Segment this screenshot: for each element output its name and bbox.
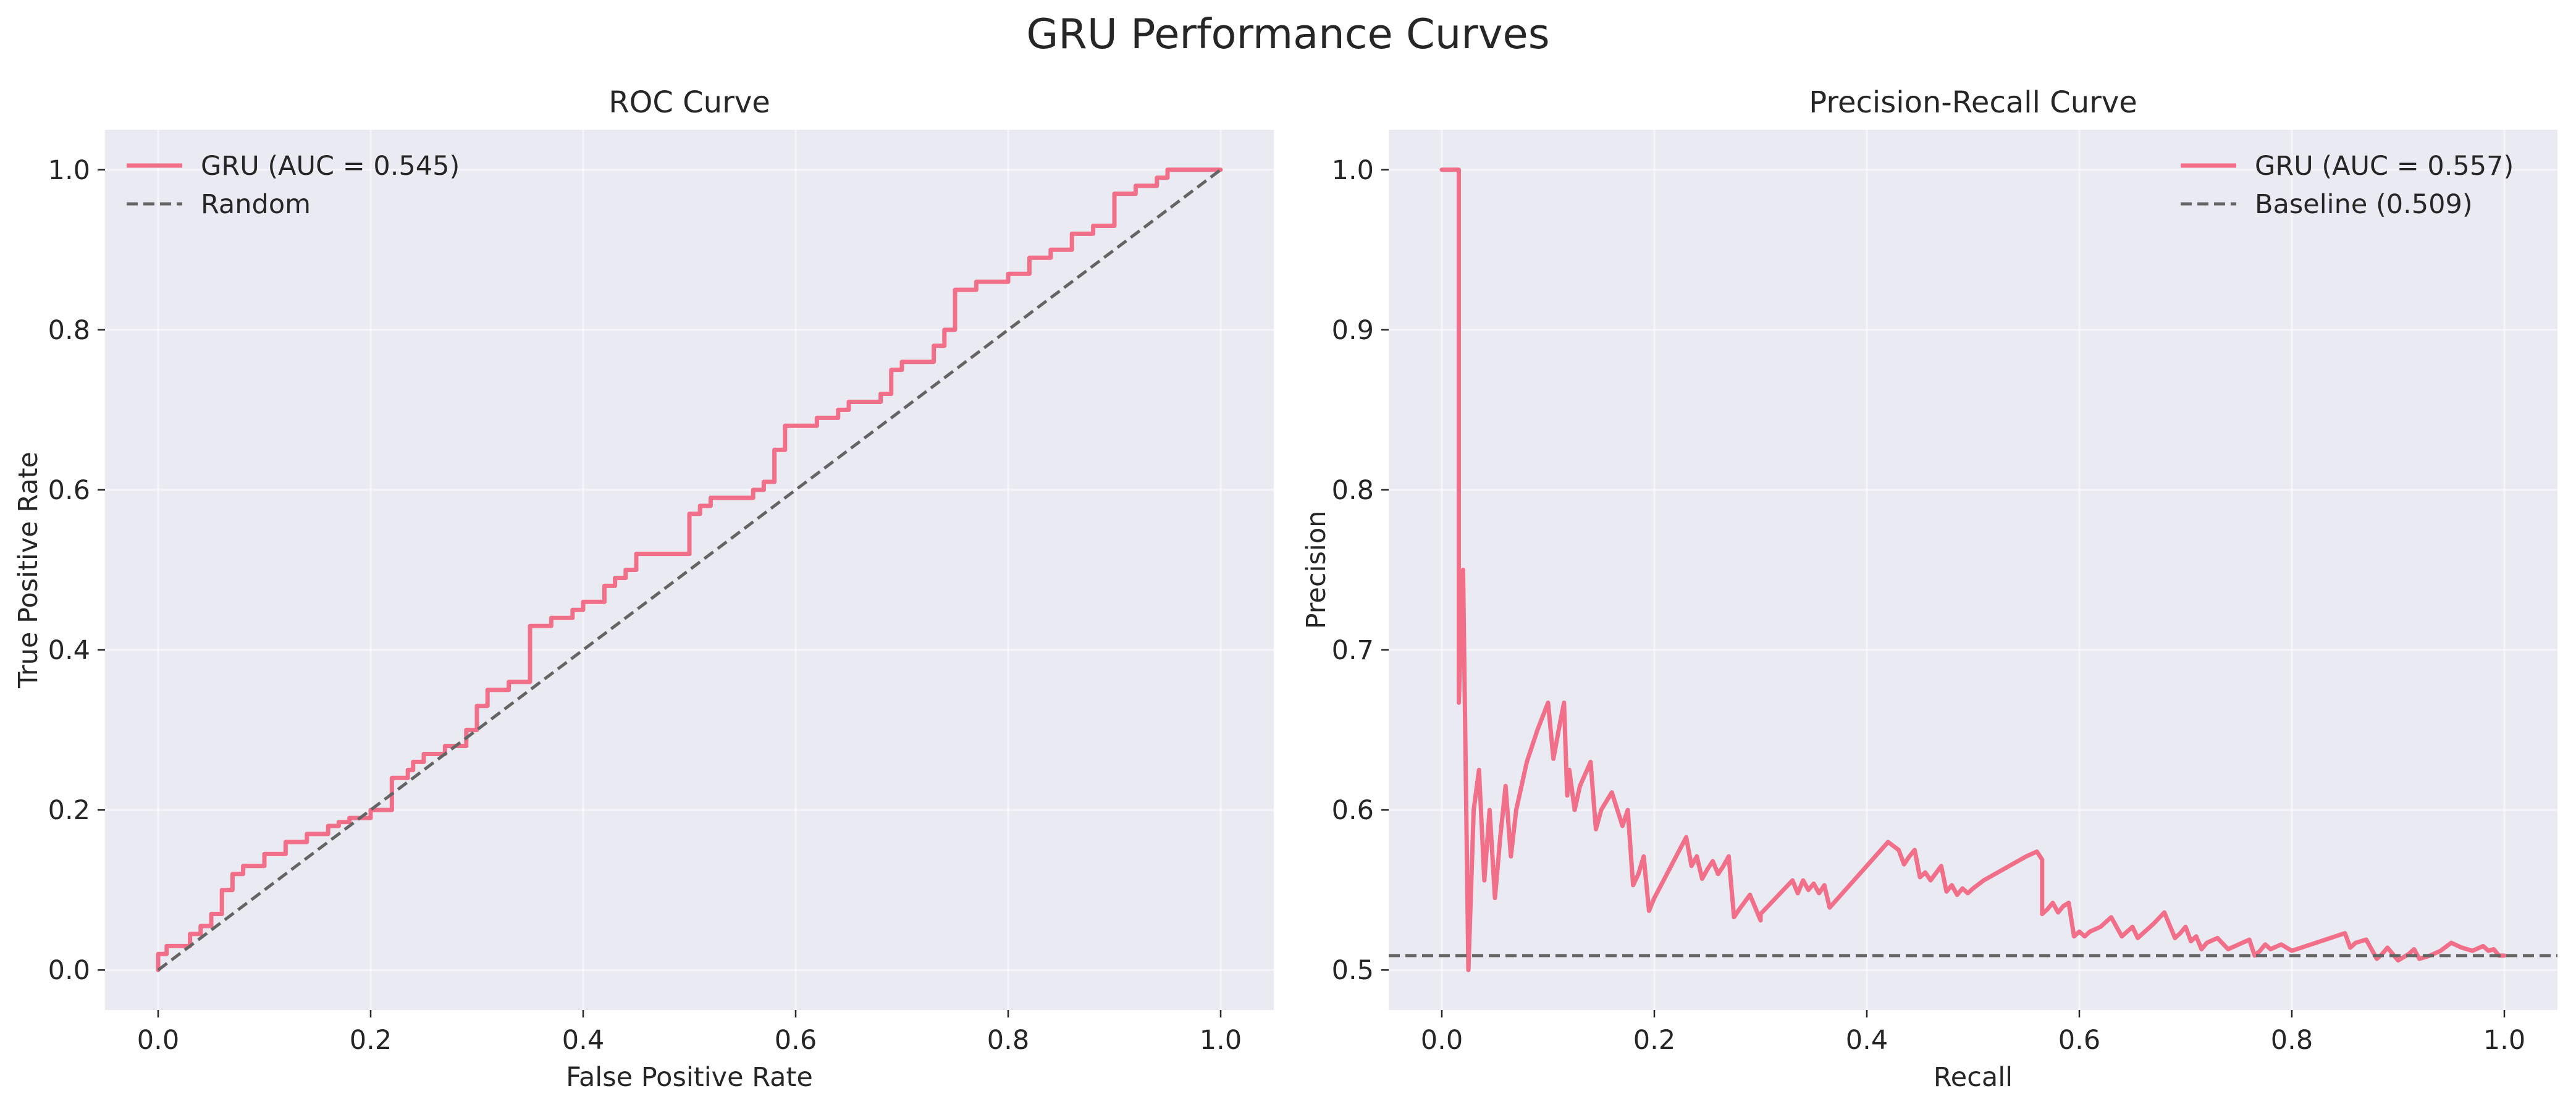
pr-x-tick-label: 0.6 bbox=[2058, 1025, 2100, 1056]
roc-legend-label: Random bbox=[201, 189, 311, 220]
pr-y-axis-label: Precision bbox=[1301, 511, 1332, 630]
pr-y-tick-label: 0.5 bbox=[1332, 955, 1374, 986]
pr-x-tick-label: 0.8 bbox=[2271, 1025, 2313, 1056]
pr-series-curve bbox=[1439, 167, 2507, 972]
pr-y-tick-label: 0.7 bbox=[1332, 635, 1374, 666]
pr-y-tick-label: 0.6 bbox=[1332, 795, 1374, 826]
roc-x-tick-label: 0.8 bbox=[987, 1025, 1029, 1056]
pr-y-tick-label: 0.8 bbox=[1332, 475, 1374, 506]
roc-series-reference-line bbox=[157, 168, 1222, 972]
roc-x-tick-label: 1.0 bbox=[1200, 1025, 1242, 1056]
pr-legend-label: GRU (AUC = 0.557) bbox=[2255, 151, 2514, 182]
roc-series-group bbox=[156, 167, 1223, 972]
pr-legend-label: Baseline (0.509) bbox=[2255, 189, 2473, 220]
pr-x-tick-label: 0.4 bbox=[1846, 1025, 1888, 1056]
roc-chart-title: ROC Curve bbox=[608, 85, 770, 120]
pr-y-tick-label: 1.0 bbox=[1332, 155, 1374, 186]
roc-y-tick-label: 0.4 bbox=[48, 635, 90, 666]
figure-title: GRU Performance Curves bbox=[1026, 10, 1549, 58]
roc-x-axis-label: False Positive Rate bbox=[566, 1062, 813, 1093]
pr-x-tick-label: 0.0 bbox=[1421, 1025, 1463, 1056]
roc-legend: GRU (AUC = 0.545) Random bbox=[127, 151, 460, 220]
pr-grid bbox=[1389, 130, 2557, 1010]
roc-legend-label: GRU (AUC = 0.545) bbox=[201, 151, 460, 182]
roc-x-tick-label: 0.6 bbox=[775, 1025, 817, 1056]
roc-x-tick-label: 0.4 bbox=[562, 1025, 604, 1056]
pr-legend: GRU (AUC = 0.557) Baseline (0.509) bbox=[2181, 151, 2514, 220]
pr-x-tick-label: 0.2 bbox=[1633, 1025, 1675, 1056]
pr-series-group bbox=[1389, 167, 2557, 972]
roc-y-axis-label: True Positive Rate bbox=[13, 452, 44, 689]
roc-x-tick-label: 0.2 bbox=[350, 1025, 392, 1056]
roc-x-tick-label: 0.0 bbox=[137, 1025, 179, 1056]
pr-y-tick-label: 0.9 bbox=[1332, 315, 1374, 346]
roc-y-tick-label: 0.8 bbox=[48, 315, 90, 346]
pr-x-tick-label: 1.0 bbox=[2483, 1025, 2525, 1056]
pr-panel: 0.0 0.2 0.4 0.6 0.8 1.0 0.5 0.6 0.7 0.8 0.9 1.0 Prec… bbox=[1301, 85, 2557, 1093]
pr-chart-title: Precision-Recall Curve bbox=[1809, 85, 2137, 120]
pr-plot-area bbox=[1389, 130, 2557, 1010]
roc-y-tick-label: 0.0 bbox=[48, 955, 90, 986]
roc-y-tick-label: 0.2 bbox=[48, 795, 90, 826]
pr-x-axis-label: Recall bbox=[1934, 1062, 2013, 1093]
roc-series-curve bbox=[156, 167, 1223, 972]
roc-y-tick-label: 1.0 bbox=[48, 155, 90, 186]
roc-y-tick-label: 0.6 bbox=[48, 475, 90, 506]
roc-panel: 0.0 0.2 0.4 0.6 0.8 1.0 0.0 0.2 0.4 0.6 0.8 1.0 ROC … bbox=[13, 85, 1274, 1093]
